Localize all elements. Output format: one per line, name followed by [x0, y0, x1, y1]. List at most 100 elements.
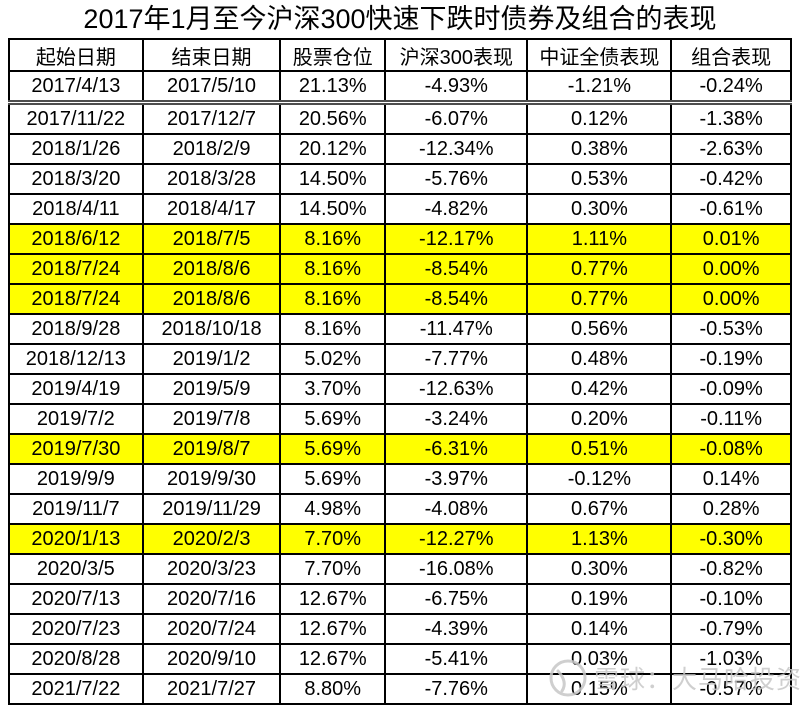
- table-cell: 14.50%: [279, 193, 387, 225]
- table-cell: 2017/4/13: [8, 70, 144, 105]
- table-cell: -6.31%: [384, 433, 529, 465]
- table-cell: 0.51%: [526, 433, 673, 465]
- table-cell: 2020/1/13: [8, 523, 144, 555]
- table-cell: 2019/5/9: [141, 373, 282, 405]
- table-cell: 8.16%: [279, 253, 387, 285]
- table-cell: -8.54%: [384, 283, 529, 315]
- table-row: 2018/7/24 2018/8/6 8.16% -8.54% 0.77% 0.00%: [8, 253, 792, 285]
- table-row: 2017/4/13 2017/5/10 21.13% -4.93% -1.21% -0.2…: [8, 70, 792, 105]
- table-cell: -0.08%: [670, 433, 792, 465]
- table-cell: 0.48%: [526, 343, 673, 375]
- table-cell: 2018/8/6: [141, 283, 282, 315]
- table-cell: 2019/4/19: [8, 373, 144, 405]
- table-cell: 2018/3/20: [8, 163, 144, 195]
- table-cell: -0.10%: [670, 583, 792, 615]
- table-cell: -0.09%: [670, 373, 792, 405]
- table-cell: 0.53%: [526, 163, 673, 195]
- table-cell: 0.77%: [526, 253, 673, 285]
- table-cell: 2021/7/27: [141, 673, 282, 705]
- table-cell: -6.07%: [384, 101, 529, 135]
- table-row: 2020/3/5 2020/3/23 7.70% -16.08% 0.30% -0.82%: [8, 553, 792, 585]
- table-cell: 5.69%: [279, 433, 387, 465]
- table-cell: -0.53%: [670, 313, 792, 345]
- table-row: 2018/7/24 2018/8/6 8.16% -8.54% 0.77% 0.00%: [8, 283, 792, 315]
- table-cell: -0.82%: [670, 553, 792, 585]
- table-cell: 3.70%: [279, 373, 387, 405]
- table-cell: 8.16%: [279, 223, 387, 255]
- table-cell: -12.63%: [384, 373, 529, 405]
- table-cell: 4.98%: [279, 493, 387, 525]
- table-cell: -0.24%: [670, 70, 792, 105]
- table-cell: 2019/7/30: [8, 433, 144, 465]
- table-cell: 2020/7/24: [141, 613, 282, 645]
- table-cell: -4.82%: [384, 193, 529, 225]
- table-row: 2019/7/30 2019/8/7 5.69% -6.31% 0.51% -0.08%: [8, 433, 792, 465]
- table-cell: -0.12%: [526, 463, 673, 495]
- table-row: 2018/9/28 2018/10/18 8.16% -11.47% 0.56% -0.5…: [8, 313, 792, 345]
- table-cell: 2019/1/2: [141, 343, 282, 375]
- table-cell: 12.67%: [279, 583, 387, 615]
- column-header: 组合表现: [670, 38, 792, 72]
- table-cell: 2018/6/12: [8, 223, 144, 255]
- table-cell: 14.50%: [279, 163, 387, 195]
- table-row: 2021/7/22 2021/7/27 8.80% -7.76% 0.15% -0.57%: [8, 673, 792, 705]
- table-cell: 2018/7/24: [8, 283, 144, 315]
- table-cell: -0.11%: [670, 403, 792, 435]
- table-cell: 2019/8/7: [141, 433, 282, 465]
- table-cell: -1.03%: [670, 643, 792, 675]
- table-cell: 5.02%: [279, 343, 387, 375]
- table-cell: 2019/7/8: [141, 403, 282, 435]
- table-cell: -0.79%: [670, 613, 792, 645]
- table-cell: 2018/7/24: [8, 253, 144, 285]
- table-cell: 20.12%: [279, 133, 387, 165]
- table-row: 2018/6/12 2018/7/5 8.16% -12.17% 1.11% 0.01%: [8, 223, 792, 255]
- table-row: 2020/7/13 2020/7/16 12.67% -6.75% 0.19% -0.10…: [8, 583, 792, 615]
- table-cell: -3.24%: [384, 403, 529, 435]
- table-cell: 2018/10/18: [141, 313, 282, 345]
- table-cell: -0.19%: [670, 343, 792, 375]
- table-cell: 2020/8/28: [8, 643, 144, 675]
- table-cell: 2017/11/22: [8, 101, 144, 135]
- table-cell: 0.00%: [670, 283, 792, 315]
- table-cell: -5.76%: [384, 163, 529, 195]
- column-header: 股票仓位: [279, 38, 387, 72]
- table-cell: 0.00%: [670, 253, 792, 285]
- table-cell: 2021/7/22: [8, 673, 144, 705]
- table-cell: -7.76%: [384, 673, 529, 705]
- table-cell: 2018/9/28: [8, 313, 144, 345]
- table-cell: 2019/11/29: [141, 493, 282, 525]
- table-cell: 8.16%: [279, 283, 387, 315]
- performance-table: 起始日期 结束日期 股票仓位 沪深300表现 中证全债表现 组合表现 2017/4/13 2…: [8, 38, 792, 705]
- table-row: 2020/1/13 2020/2/3 7.70% -12.27% 1.13% -0.30%: [8, 523, 792, 555]
- table-cell: 1.13%: [526, 523, 673, 555]
- table-cell: 7.70%: [279, 553, 387, 585]
- table-cell: 2019/7/2: [8, 403, 144, 435]
- table-cell: 2018/8/6: [141, 253, 282, 285]
- table-cell: 12.67%: [279, 643, 387, 675]
- table-row: 2018/12/13 2019/1/2 5.02% -7.77% 0.48% -0.19%: [8, 343, 792, 375]
- table-cell: -6.75%: [384, 583, 529, 615]
- table-cell: 2020/9/10: [141, 643, 282, 675]
- table-cell: -12.34%: [384, 133, 529, 165]
- table-cell: 0.14%: [526, 613, 673, 645]
- table-cell: 0.14%: [670, 463, 792, 495]
- table-cell: -16.08%: [384, 553, 529, 585]
- page-title: 2017年1月至今沪深300快速下跌时债券及组合的表现: [83, 4, 717, 34]
- table-cell: 8.16%: [279, 313, 387, 345]
- table-row: 2020/8/28 2020/9/10 12.67% -5.41% 0.03% -1.03…: [8, 643, 792, 675]
- table-cell: 0.77%: [526, 283, 673, 315]
- table-cell: -0.42%: [670, 163, 792, 195]
- table-cell: 2020/7/13: [8, 583, 144, 615]
- column-header: 沪深300表现: [384, 38, 529, 72]
- table-cell: 0.56%: [526, 313, 673, 345]
- table-header-row: 起始日期 结束日期 股票仓位 沪深300表现 中证全债表现 组合表现: [8, 38, 792, 72]
- table-row: 2017/11/22 2017/12/7 20.56% -6.07% 0.12% -1.3…: [8, 101, 792, 135]
- column-header: 结束日期: [141, 38, 282, 72]
- table-cell: 0.19%: [526, 583, 673, 615]
- table-row: 2018/1/26 2018/2/9 20.12% -12.34% 0.38% -2.63…: [8, 133, 792, 165]
- table-cell: -4.93%: [384, 70, 529, 105]
- table-cell: 2019/11/7: [8, 493, 144, 525]
- table-cell: -11.47%: [384, 313, 529, 345]
- table-cell: -4.08%: [384, 493, 529, 525]
